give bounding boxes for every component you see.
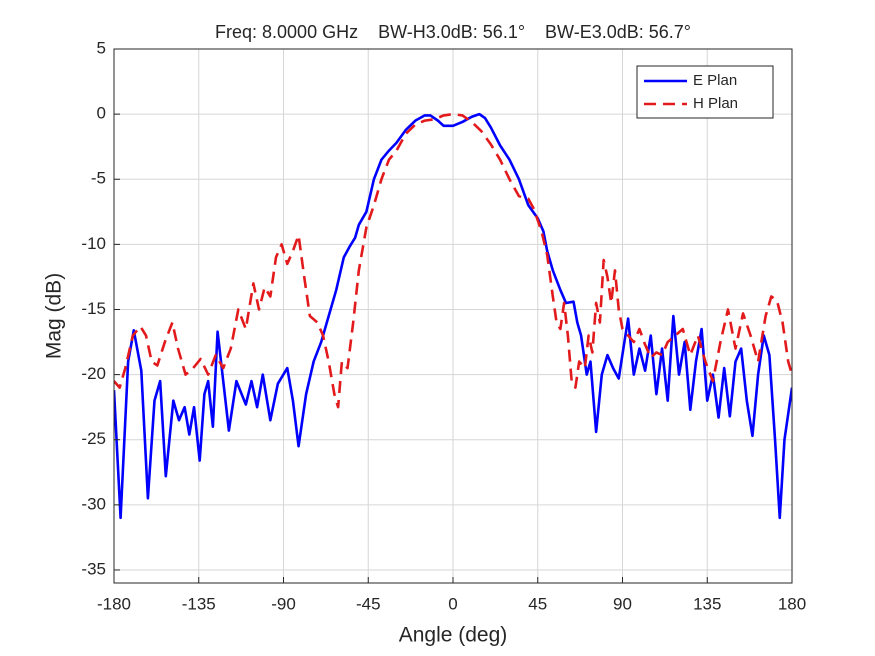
y-tick-label: -20 — [81, 364, 106, 383]
y-tick-label: -5 — [91, 169, 106, 188]
series-line — [114, 112, 792, 409]
x-tick-label: -90 — [271, 594, 296, 613]
y-tick-label: 0 — [97, 104, 106, 123]
y-tick-label: -35 — [81, 559, 106, 578]
x-axis-label: Angle (deg) — [399, 624, 508, 647]
y-tick-label: -10 — [81, 234, 106, 253]
legend-box — [636, 65, 774, 119]
series-line — [114, 112, 792, 520]
y-tick-label: -30 — [81, 494, 106, 513]
y-tick-label: -15 — [81, 299, 106, 318]
y-tick-label: -25 — [81, 429, 106, 448]
x-tick-label: 45 — [528, 594, 547, 613]
legend-label: E Plan — [693, 72, 737, 89]
x-tick-label: 180 — [778, 594, 806, 613]
x-tick-label: 90 — [613, 594, 632, 613]
x-tick-label: 0 — [448, 594, 457, 613]
x-tick-label: -180 — [97, 594, 131, 613]
x-tick-label: -45 — [356, 594, 381, 613]
y-axis-label: Mag (dB) — [43, 273, 66, 359]
chart-title: Freq: 8.0000 GHz BW-H3.0dB: 56.1° BW-E3.… — [215, 22, 691, 42]
y-tick-label: 5 — [97, 38, 106, 57]
x-tick-label: 135 — [693, 594, 721, 613]
legend-label: H Plan — [693, 95, 738, 112]
x-tick-label: -135 — [182, 594, 216, 613]
